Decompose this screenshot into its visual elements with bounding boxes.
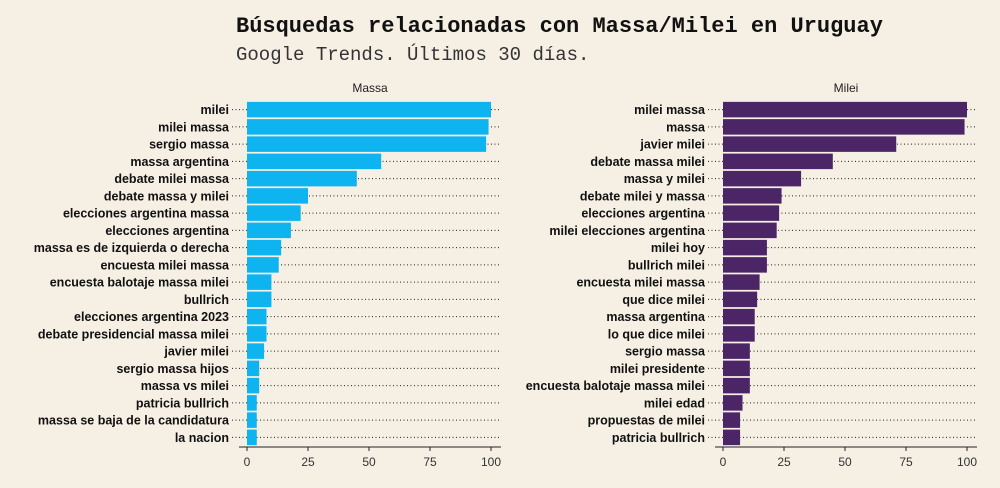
- category-label: propuestas de milei: [588, 414, 705, 428]
- bar: [247, 239, 282, 256]
- bar: [723, 308, 755, 325]
- category-label: milei massa: [634, 103, 706, 117]
- category-label: milei: [201, 103, 230, 117]
- panel-title: Massa: [352, 81, 388, 95]
- category-label: bullrich milei: [628, 258, 705, 272]
- category-label: massa argentina: [130, 155, 230, 169]
- category-label: encuesta balotaje massa milei: [526, 379, 705, 393]
- bar: [723, 101, 967, 118]
- category-label: sergio massa: [149, 138, 230, 152]
- x-tick-label: 25: [777, 455, 791, 469]
- bar: [247, 326, 267, 342]
- bar: [247, 308, 267, 325]
- bar: [247, 205, 301, 221]
- bar: [723, 153, 833, 170]
- category-label: milei elecciones argentina: [549, 224, 706, 238]
- x-tick-label: 0: [244, 455, 251, 469]
- bar: [723, 205, 780, 221]
- panel-0: Massa milei milei massa sergio massa massa a…: [34, 81, 502, 469]
- bar: [247, 101, 491, 118]
- category-label: massa vs milei: [141, 379, 229, 393]
- bar: [247, 136, 487, 152]
- bar: [723, 257, 767, 273]
- category-label: sergio massa hijos: [116, 362, 229, 376]
- bar: [723, 239, 767, 256]
- category-label: encuesta balotaje massa milei: [50, 276, 229, 290]
- bar: [247, 188, 308, 204]
- category-label: lo que dice milei: [608, 327, 705, 341]
- category-label: elecciones argentina 2023: [74, 310, 229, 324]
- bar: [723, 326, 755, 342]
- category-label: massa argentina: [606, 310, 706, 324]
- bar: [723, 360, 750, 377]
- bar: [247, 222, 291, 239]
- bar: [723, 188, 782, 204]
- category-label: milei presidente: [610, 362, 705, 376]
- category-label: sergio massa: [625, 345, 706, 359]
- bar: [247, 291, 272, 308]
- bar: [723, 222, 777, 239]
- bar: [723, 291, 758, 308]
- bar: [247, 412, 257, 428]
- bar: [247, 170, 357, 187]
- category-label: massa es de izquierda o derecha: [34, 241, 230, 255]
- chart-subtitle: Google Trends. Últimos 30 días.: [236, 44, 590, 66]
- category-label: la nacion: [175, 431, 229, 445]
- category-label: javier milei: [163, 345, 229, 359]
- bar: [247, 274, 272, 290]
- category-label: encuesta milei massa: [100, 258, 230, 272]
- category-label: debate massa y milei: [104, 189, 229, 203]
- bar: [723, 377, 750, 394]
- category-label: javier milei: [639, 138, 705, 152]
- category-label: debate presidencial massa milei: [38, 327, 229, 341]
- category-label: bullrich: [184, 293, 229, 307]
- category-label: milei hoy: [651, 241, 705, 255]
- category-label: elecciones argentina: [105, 224, 230, 238]
- x-tick-label: 25: [301, 455, 315, 469]
- bar: [247, 395, 257, 411]
- bar: [247, 119, 489, 135]
- x-tick-label: 75: [423, 455, 437, 469]
- bar: [723, 429, 741, 446]
- bar: [723, 274, 760, 290]
- category-label: elecciones argentina: [581, 207, 706, 221]
- category-label: massa y milei: [624, 172, 705, 186]
- category-label: massa: [666, 120, 706, 134]
- bar: [723, 412, 741, 428]
- category-label: milei massa: [158, 120, 230, 134]
- category-label: debate milei y massa: [580, 189, 706, 203]
- category-label: encuesta milei massa: [576, 276, 706, 290]
- x-tick-label: 75: [899, 455, 913, 469]
- x-tick-label: 50: [362, 455, 376, 469]
- category-label: massa se baja de la candidatura: [38, 414, 230, 428]
- x-tick-label: 50: [838, 455, 852, 469]
- bar: [723, 136, 897, 152]
- category-label: patricia bullrich: [136, 396, 229, 410]
- chart-title: Búsquedas relacionadas con Massa/Milei e…: [236, 14, 883, 39]
- bar: [247, 429, 257, 446]
- bar: [247, 153, 382, 170]
- bar: [723, 395, 743, 411]
- x-tick-label: 0: [720, 455, 727, 469]
- category-label: que dice milei: [622, 293, 705, 307]
- bar: [723, 119, 965, 135]
- category-label: elecciones argentina massa: [63, 207, 230, 221]
- category-label: patricia bullrich: [612, 431, 705, 445]
- category-label: debate massa milei: [590, 155, 705, 169]
- panel-title: Milei: [834, 81, 859, 95]
- x-tick-label: 100: [957, 455, 977, 469]
- category-label: debate milei massa: [114, 172, 230, 186]
- bar: [247, 343, 265, 359]
- category-label: milei edad: [644, 396, 705, 410]
- bar: [247, 360, 260, 377]
- bar: [723, 170, 802, 187]
- x-tick-label: 100: [481, 455, 501, 469]
- bar: [247, 377, 260, 394]
- panel-1: Milei milei massa massa javier milei debate …: [526, 81, 978, 469]
- bar: [247, 257, 279, 273]
- bar: [723, 343, 750, 359]
